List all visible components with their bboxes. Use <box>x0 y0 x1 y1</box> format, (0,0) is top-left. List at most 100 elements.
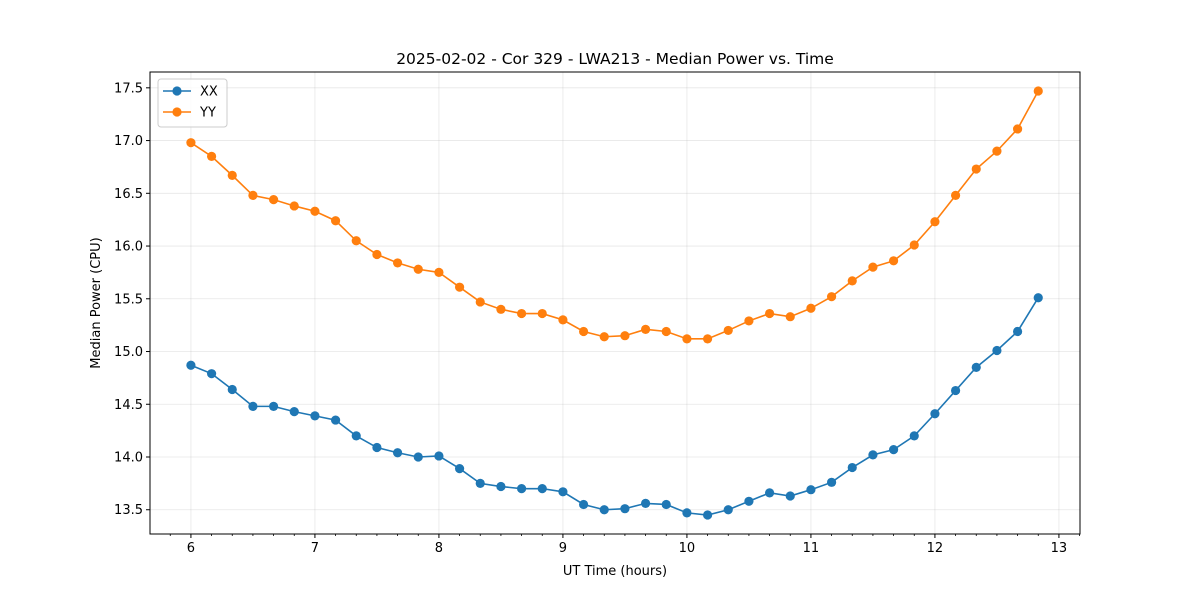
data-point-yy <box>806 303 816 313</box>
data-point-xx <box>640 498 651 509</box>
data-point-yy <box>785 312 795 322</box>
data-point-xx <box>392 448 403 458</box>
data-point-xx <box>682 508 692 518</box>
data-point-xx <box>723 505 733 515</box>
plot-frame <box>149 71 1081 535</box>
data-point-yy <box>330 216 341 226</box>
data-point-yy <box>578 326 589 337</box>
data-point-xx <box>847 462 857 473</box>
y-tick-label: 14.0 <box>114 451 143 466</box>
data-point-xx <box>806 485 816 495</box>
legend-marker-xx <box>172 86 182 96</box>
data-point-xx <box>661 499 671 510</box>
x-tick-label: 7 <box>311 541 319 556</box>
legend-label-yy: YY <box>199 106 216 121</box>
data-point-yy <box>496 304 506 314</box>
data-point-xx <box>992 345 1002 356</box>
data-point-xx <box>227 384 237 395</box>
data-point-xx <box>930 409 940 419</box>
data-point-xx <box>475 478 485 488</box>
data-point-yy <box>186 138 196 148</box>
data-point-yy <box>599 332 609 342</box>
data-point-yy <box>310 206 320 216</box>
data-point-yy <box>702 334 713 344</box>
y-tick-label: 14.5 <box>114 398 143 413</box>
x-tick-label: 11 <box>803 541 820 556</box>
data-point-xx <box>826 477 837 487</box>
data-point-yy <box>248 190 258 201</box>
data-point-yy <box>640 324 651 334</box>
data-point-xx <box>289 407 299 417</box>
y-tick-label: 13.5 <box>114 503 143 518</box>
data-point-yy <box>392 258 403 268</box>
data-point-yy <box>537 308 547 319</box>
data-point-xx <box>248 401 258 411</box>
data-point-yy <box>971 164 981 174</box>
y-tick-label: 15.0 <box>114 345 143 360</box>
data-point-xx <box>599 505 609 515</box>
data-point-xx <box>744 496 754 506</box>
grid <box>150 72 1080 534</box>
data-point-yy <box>661 326 671 337</box>
data-point-xx <box>888 445 899 455</box>
data-point-xx <box>868 450 878 460</box>
data-point-yy <box>723 325 733 336</box>
data-point-yy <box>413 264 423 274</box>
data-point-yy <box>950 190 961 201</box>
x-tick-label: 13 <box>1051 541 1068 556</box>
data-point-yy <box>1012 124 1023 134</box>
data-point-yy <box>289 201 299 211</box>
data-point-xx <box>785 491 795 501</box>
y-tick-label: 17.5 <box>114 81 143 96</box>
legend: XX YY <box>157 78 228 128</box>
data-point-xx <box>330 415 341 425</box>
data-point-yy <box>847 276 857 286</box>
data-point-yy <box>351 236 361 246</box>
data-point-xx <box>971 362 981 372</box>
data-point-xx <box>516 484 527 494</box>
legend-marker-yy <box>172 107 182 117</box>
data-point-xx <box>537 484 547 494</box>
data-point-yy <box>682 334 692 344</box>
data-point-xx <box>434 451 444 461</box>
y-tick-label: 15.5 <box>114 292 143 307</box>
y-tick-label: 16.0 <box>114 240 143 255</box>
data-point-xx <box>454 464 465 474</box>
data-point-xx <box>909 431 919 441</box>
data-point-xx <box>268 401 279 411</box>
x-tick-label: 9 <box>559 541 567 556</box>
data-point-xx <box>413 452 423 462</box>
x-tick-label: 8 <box>435 541 443 556</box>
series-layer <box>186 86 1043 520</box>
data-point-yy <box>434 267 444 278</box>
x-tick-label: 6 <box>187 541 195 556</box>
x-tick-label: 10 <box>679 541 696 556</box>
data-point-yy <box>868 262 878 272</box>
data-point-xx <box>950 385 961 396</box>
data-point-yy <box>475 297 485 307</box>
data-point-yy <box>620 331 630 341</box>
data-point-yy <box>372 249 382 260</box>
data-point-yy <box>516 308 527 319</box>
data-point-xx <box>186 360 196 370</box>
data-point-yy <box>268 195 279 205</box>
data-point-yy <box>826 292 837 302</box>
data-point-yy <box>930 217 940 227</box>
data-point-yy <box>454 282 465 292</box>
data-point-xx <box>764 488 775 498</box>
data-point-yy <box>992 146 1002 156</box>
data-point-xx <box>1033 293 1043 303</box>
data-point-yy <box>206 151 217 161</box>
data-point-xx <box>1012 326 1023 337</box>
data-point-xx <box>496 481 506 492</box>
data-point-xx <box>310 411 320 421</box>
data-point-xx <box>372 442 382 453</box>
data-point-yy <box>1033 86 1043 96</box>
data-point-yy <box>227 170 237 180</box>
data-point-xx <box>620 504 630 514</box>
data-point-xx <box>558 487 568 497</box>
x-tick-label: 12 <box>927 541 944 556</box>
ticks: 6 7 8 9 10 11 12 13 13.5 14.0 14.5 15.0 15.5 16.0 16.5… <box>114 81 1080 556</box>
y-axis-label: Median Power (CPU) <box>89 237 104 368</box>
